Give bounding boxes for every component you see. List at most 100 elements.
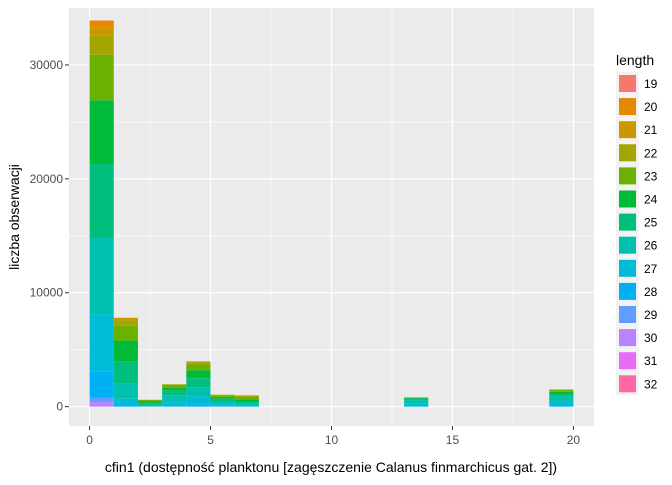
legend-swatch-31 [619, 352, 636, 370]
legend-swatch-32 [619, 375, 636, 393]
legend-items: 19 20 21 22 23 24 25 26 27 28 29 30 31 32 [616, 72, 658, 396]
x-tick-label: 0 [86, 433, 93, 447]
legend-label-26: 26 [644, 239, 658, 253]
bar-segment-length-24 [210, 396, 235, 399]
bar-segment-length-22 [210, 394, 235, 396]
legend-label-22: 22 [644, 146, 658, 160]
bar-segment-length-26 [186, 387, 211, 397]
bar-segment-length-21 [89, 27, 114, 36]
x-axis: 0 5 10 15 20 [86, 426, 580, 447]
legend-label-28: 28 [644, 285, 658, 299]
bar-segment-length-24 [162, 387, 187, 391]
bar-segment-length-23 [234, 396, 259, 400]
bar-segment-length-27 [137, 406, 163, 407]
y-axis-title: liczba obserwacji [6, 164, 22, 270]
legend-label-24: 24 [644, 193, 658, 207]
bar-segment-length-27 [210, 404, 235, 407]
bar-segment-length-21 [113, 317, 138, 321]
legend-label-29: 29 [644, 308, 658, 322]
legend-label-21: 21 [644, 123, 658, 137]
bar-segment-length-30 [89, 402, 114, 407]
legend-label-31: 31 [644, 354, 658, 368]
x-tick-label: 20 [567, 433, 581, 447]
bar-segment-length-26 [113, 383, 138, 399]
bar-segment-length-28 [549, 405, 574, 407]
bar-segment-length-23 [113, 325, 138, 341]
bar-segment-length-21 [186, 361, 211, 363]
bar-segment-length-26 [137, 404, 163, 407]
bar-segment-length-27 [89, 314, 114, 372]
legend-label-20: 20 [644, 100, 658, 114]
bar-segment-length-26 [549, 396, 574, 401]
y-tick-label: 10000 [30, 286, 64, 300]
bar-segment-length-24 [137, 400, 163, 403]
bar-segment-length-22 [162, 384, 187, 385]
legend-swatch-22 [619, 144, 636, 162]
legend-swatch-24 [619, 190, 636, 208]
legend-swatch-20 [619, 98, 636, 116]
bar-segment-length-25 [186, 378, 211, 388]
bar-segment-length-23 [89, 54, 114, 101]
bar-segment-length-24 [89, 100, 114, 165]
legend-label-27: 27 [644, 262, 658, 276]
bar-segment-length-22 [113, 320, 138, 326]
bar-segment-length-25 [549, 394, 574, 397]
legend-swatch-27 [619, 259, 636, 277]
bar-segment-length-27 [549, 400, 574, 406]
legend-label-19: 19 [644, 77, 658, 91]
legend-label-30: 30 [644, 331, 658, 345]
bar-segment-length-22 [89, 35, 114, 55]
x-tick-label: 15 [446, 433, 460, 447]
bar-segment-length-25 [89, 164, 114, 239]
bar-segment-length-24 [404, 397, 429, 399]
legend-swatch-25 [619, 213, 636, 231]
bar-segment-length-28 [186, 404, 211, 407]
bar-segment-length-21 [234, 395, 259, 396]
legend-swatch-28 [619, 282, 636, 300]
y-tick-label: 20000 [30, 172, 64, 186]
bar-segment-length-28 [89, 371, 114, 398]
bar-segment-length-27 [234, 405, 259, 407]
bar-segment-length-20 [89, 20, 114, 28]
legend-swatch-26 [619, 236, 636, 254]
bar-segment-length-23 [549, 389, 574, 392]
bar-segment-length-28 [210, 406, 235, 407]
bar-segment-length-27 [162, 402, 187, 407]
bar-segment-length-25 [137, 402, 163, 405]
bar-segment-length-29 [89, 397, 114, 403]
bar-segment-length-27 [186, 396, 211, 405]
bar-segment-length-28 [113, 405, 138, 407]
bar-segment-length-25 [162, 390, 187, 396]
bar-segment-length-23 [210, 395, 235, 397]
y-tick-label: 30000 [30, 58, 64, 72]
bar-segment-length-23 [137, 399, 163, 401]
bar-segment-length-27 [113, 398, 138, 406]
legend-swatch-19 [619, 75, 636, 92]
bars-layer [89, 20, 574, 407]
x-tick-label: 5 [207, 433, 214, 447]
bar-segment-length-24 [549, 391, 574, 395]
bar-segment-length-25 [234, 401, 259, 404]
bar-segment-length-24 [113, 340, 138, 362]
bar-segment-length-26 [404, 400, 429, 404]
legend: length 19 20 21 22 23 24 25 26 27 28 29 30 31 32 [616, 52, 658, 396]
legend-label-23: 23 [644, 169, 658, 183]
legend-swatch-23 [619, 167, 636, 185]
x-tick-label: 10 [325, 433, 339, 447]
x-axis-title: cfin1 (dostępność planktonu [zagęszczeni… [105, 459, 557, 475]
bar-segment-length-24 [234, 399, 259, 402]
y-axis: 0 10000 20000 30000 [30, 58, 69, 414]
bar-segment-length-26 [210, 401, 235, 405]
bar-segment-length-24 [186, 370, 211, 379]
legend-label-32: 32 [644, 377, 658, 391]
bar-segment-length-27 [404, 403, 429, 407]
legend-swatch-29 [619, 306, 636, 323]
bar-segment-length-26 [162, 395, 187, 403]
bar-segment-length-22 [234, 395, 259, 397]
bar-segment-length-26 [89, 238, 114, 315]
bar-segment-length-22 [186, 362, 211, 365]
legend-title: length [616, 52, 654, 68]
bar-segment-length-23 [186, 364, 211, 371]
